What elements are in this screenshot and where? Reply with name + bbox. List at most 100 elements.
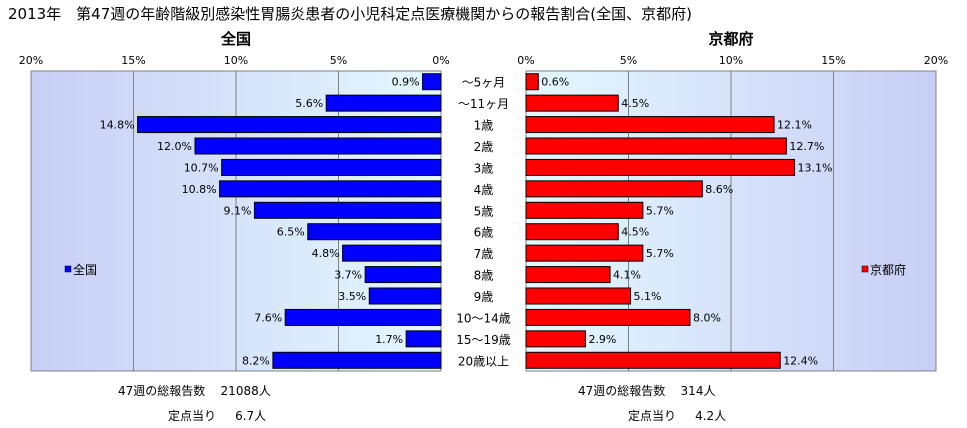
left-data-label: 8.2%	[242, 354, 270, 367]
left-data-label: 1.7%	[375, 333, 403, 346]
right-bar	[525, 158, 796, 176]
category-label: 7歳	[474, 247, 494, 261]
left-data-label: 3.7%	[334, 269, 362, 282]
left-data-label: 12.0%	[157, 140, 192, 153]
right-data-label: 8.6%	[705, 183, 733, 196]
category-label: 10〜14歳	[456, 311, 511, 325]
right-bar	[525, 287, 632, 305]
right-bar	[525, 330, 586, 348]
category-label: 4歳	[474, 183, 494, 197]
left-tick-label: 20%	[19, 54, 43, 67]
right-bar	[525, 180, 703, 198]
right-tick-label: 10%	[719, 54, 743, 67]
left-tick-label: 5%	[330, 54, 347, 67]
category-label: 8歳	[474, 269, 494, 283]
right-data-label: 8.0%	[693, 311, 721, 324]
left-data-label: 6.5%	[277, 226, 305, 239]
category-label: 〜5ヶ月	[462, 76, 506, 90]
kyoto-per-site-stat: 定点当り 4.2人	[628, 407, 726, 424]
left-tick-label: 0%	[432, 54, 449, 67]
national-per-site-value: 6.7人	[235, 409, 267, 423]
left-data-label: 10.8%	[182, 183, 217, 196]
right-data-label: 2.9%	[588, 333, 616, 346]
left-bar	[325, 94, 442, 112]
right-data-label: 0.6%	[541, 76, 569, 89]
right-data-label: 12.7%	[789, 140, 824, 153]
right-panel-heading: 京都府	[708, 30, 753, 48]
kyoto-per-site-label: 定点当り	[628, 409, 677, 423]
left-bar	[364, 266, 442, 284]
right-data-label: 4.5%	[621, 97, 649, 110]
right-bar	[525, 116, 775, 134]
right-data-label: 4.1%	[613, 269, 641, 282]
category-label: 5歳	[474, 204, 494, 218]
category-label: 2歳	[474, 140, 494, 154]
national-total-value: 21088人	[220, 384, 271, 398]
left-data-label: 4.8%	[312, 247, 340, 260]
left-bar	[272, 351, 442, 369]
national-per-site-label: 定点当り	[168, 409, 217, 423]
right-tick-label: 0%	[517, 54, 534, 67]
right-bar	[525, 201, 644, 219]
kyoto-per-site-value: 4.2人	[695, 409, 727, 423]
right-legend-swatch	[861, 265, 869, 273]
right-data-label: 5.1%	[634, 290, 662, 303]
left-data-label: 0.9%	[392, 76, 420, 89]
national-total-stat: 47週の総報告数 21088人	[118, 382, 271, 399]
left-bar	[284, 308, 442, 326]
left-bar	[137, 116, 442, 134]
category-label: 3歳	[474, 161, 494, 175]
right-bar	[525, 94, 619, 112]
left-data-label: 7.6%	[254, 311, 282, 324]
category-label: 9歳	[474, 290, 494, 304]
left-data-label: 10.7%	[184, 161, 219, 174]
left-tick-label: 10%	[224, 54, 248, 67]
right-bar	[525, 308, 691, 326]
right-tick-label: 5%	[620, 54, 637, 67]
kyoto-total-value: 314人	[680, 384, 716, 398]
left-bar	[368, 287, 442, 305]
chart-title: 2013年 第47週の年齢階級別感染性胃腸炎患者の小児科定点医療機関からの報告割…	[8, 5, 692, 23]
right-bar	[525, 73, 539, 91]
right-bar	[525, 266, 611, 284]
right-data-label: 13.1%	[798, 161, 833, 174]
right-data-label: 4.5%	[621, 226, 649, 239]
left-bar	[422, 73, 442, 91]
kyoto-total-stat: 47週の総報告数 314人	[578, 382, 715, 399]
left-data-label: 5.6%	[295, 97, 323, 110]
left-data-label: 3.5%	[338, 290, 366, 303]
category-label: 20歳以上	[458, 354, 509, 368]
category-label: 6歳	[474, 226, 494, 240]
left-bar	[219, 180, 442, 198]
left-bar	[194, 137, 442, 155]
left-bar	[405, 330, 442, 348]
category-label: 15〜19歳	[456, 333, 511, 347]
left-legend-label: 全国	[73, 262, 97, 277]
left-bar	[307, 223, 442, 241]
category-label: 〜11ヶ月	[458, 97, 509, 111]
left-bar	[221, 158, 442, 176]
category-label: 1歳	[474, 119, 494, 133]
right-data-label: 5.7%	[646, 247, 674, 260]
left-tick-label: 15%	[121, 54, 145, 67]
left-bar	[253, 201, 442, 219]
right-tick-label: 20%	[924, 54, 948, 67]
kyoto-total-label: 47週の総報告数	[578, 384, 666, 398]
right-tick-label: 15%	[821, 54, 845, 67]
national-per-site-stat: 定点当り 6.7人	[168, 407, 266, 424]
right-data-label: 12.1%	[777, 119, 812, 132]
right-data-label: 12.4%	[783, 354, 818, 367]
left-data-label: 14.8%	[100, 119, 135, 132]
left-bar	[342, 244, 442, 262]
national-total-label: 47週の総報告数	[118, 384, 206, 398]
left-data-label: 9.1%	[223, 204, 251, 217]
right-data-label: 5.7%	[646, 204, 674, 217]
right-bar	[525, 137, 787, 155]
right-bar	[525, 223, 619, 241]
right-bar	[525, 244, 644, 262]
right-legend-label: 京都府	[870, 262, 906, 277]
left-panel-heading: 全国	[220, 30, 251, 48]
right-bar	[525, 351, 781, 369]
left-legend-swatch	[64, 265, 72, 273]
